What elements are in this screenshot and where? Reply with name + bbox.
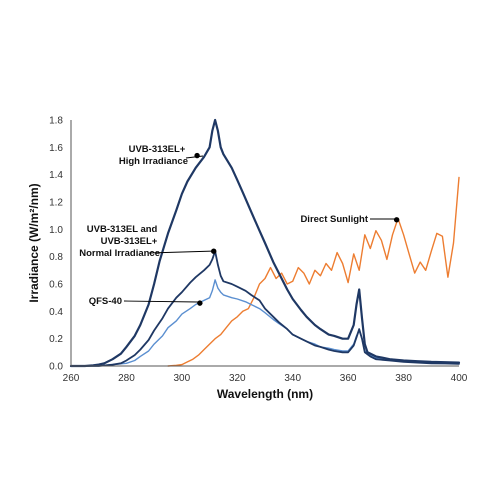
annotation-sun-line-1: Direct Sunlight — [300, 214, 368, 225]
y-tick-labels: 0.0 0.2 0.4 0.6 0.8 1.0 1.2 1.4 1.6 1.8 — [49, 116, 63, 373]
plot-lines — [69, 118, 461, 368]
svg-text:QFS-40: QFS-40 — [89, 296, 122, 307]
x-tick-label: 360 — [340, 373, 357, 384]
annotation-normal-leader — [148, 250, 217, 254]
annotation-qfs-40: QFS-40 — [89, 296, 203, 307]
y-tick-label: 1.4 — [49, 170, 63, 181]
x-tick-label: 320 — [229, 373, 246, 384]
x-tick-label: 400 — [451, 373, 468, 384]
annotation-qfs-marker — [197, 300, 203, 306]
y-tick-label: 1.0 — [49, 225, 63, 236]
x-tick-label: 300 — [174, 373, 191, 384]
annotation-normal-irradiance: UVB-313EL and UVB-313EL+ Normal Irradian… — [79, 224, 217, 259]
y-tick-label: 0.0 — [49, 362, 63, 373]
annotation-normal-line-1: UVB-313EL and — [87, 224, 158, 235]
x-tick-label: 340 — [284, 373, 301, 384]
x-tick-label: 260 — [63, 373, 80, 384]
series-line-high — [69, 118, 461, 368]
annotation-high-line-1: UVB-313EL+ — [129, 144, 186, 155]
x-tick-labels: 260 280 300 320 340 360 380 400 — [63, 373, 468, 384]
annotation-high-marker — [194, 152, 200, 159]
y-axis-title: Irradiance (W/m²/nm) — [27, 183, 41, 302]
annotation-high-line-2: High Irradiance — [119, 156, 188, 167]
y-tick-label: 1.8 — [49, 116, 63, 127]
svg-text:UVB-313EL and UVB-313EL+: UVB-313EL and UVB-313EL+ Normal Irradian… — [79, 224, 160, 259]
x-tick-label: 380 — [395, 373, 412, 384]
annotation-normal-marker — [211, 248, 217, 254]
y-tick-label: 1.2 — [49, 198, 63, 209]
svg-text:Direct Sunlight: Direct Sunlight — [300, 214, 368, 225]
annotation-direct-sunlight: Direct Sunlight — [300, 214, 400, 225]
annotation-normal-line-3: Normal Irradiance — [79, 248, 160, 259]
x-tick-label: 280 — [118, 373, 135, 384]
y-tick-label: 0.4 — [49, 307, 63, 318]
series-line-qfs — [70, 279, 460, 367]
y-tick-label: 0.2 — [49, 334, 63, 345]
y-tick-label: 1.6 — [49, 143, 63, 154]
axes — [70, 120, 459, 367]
x-axis-title: Wavelength (nm) — [217, 387, 313, 401]
annotation-normal-line-2: UVB-313EL+ — [101, 236, 158, 247]
y-tick-label: 0.8 — [49, 252, 63, 263]
annotation-high-leader — [185, 155, 204, 159]
annotation-sun-marker — [393, 217, 400, 223]
series-line-sun — [167, 176, 460, 367]
y-tick-label: 0.6 — [49, 280, 63, 291]
svg-text:UVB-313EL+ High Irradian: UVB-313EL+ High Irradiance — [119, 144, 188, 167]
annotation-qfs-line-1: QFS-40 — [89, 296, 122, 307]
annotation-high-irradiance: UVB-313EL+ High Irradiance — [119, 144, 204, 167]
annotation-qfs-leader — [123, 300, 199, 303]
series-line-normal — [70, 250, 460, 367]
